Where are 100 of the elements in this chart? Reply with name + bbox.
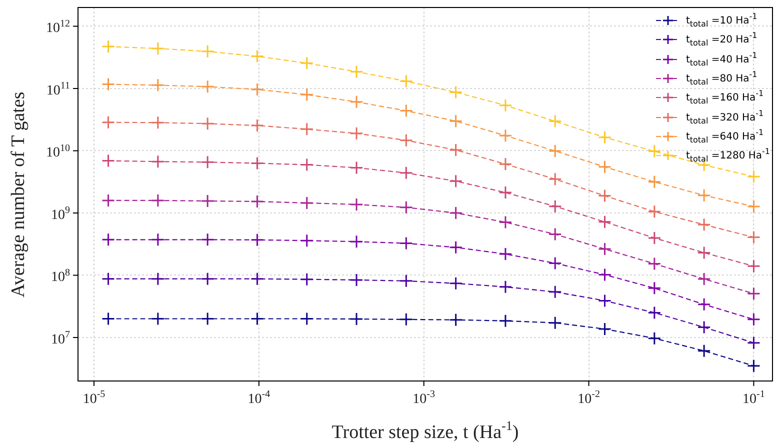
point xyxy=(746,359,760,373)
point xyxy=(598,242,612,256)
point xyxy=(746,230,760,244)
point xyxy=(200,44,214,58)
legend-label: t$_{total}$ =160 Ha$^{-1}$ xyxy=(686,88,764,108)
point xyxy=(300,122,314,136)
point xyxy=(697,188,711,202)
point xyxy=(548,316,562,330)
point xyxy=(697,218,711,232)
point xyxy=(300,88,314,102)
point xyxy=(449,276,463,290)
point xyxy=(399,74,413,88)
legend-label: t$_{total}$ =10 Ha$^{-1}$ xyxy=(686,11,758,30)
point xyxy=(746,286,760,300)
point xyxy=(449,206,463,220)
point xyxy=(151,312,165,326)
point xyxy=(598,160,612,174)
point xyxy=(102,194,116,208)
point xyxy=(350,95,364,109)
point xyxy=(449,114,463,128)
point xyxy=(648,175,662,189)
point xyxy=(648,332,662,346)
point xyxy=(449,240,463,254)
point xyxy=(598,215,612,229)
point xyxy=(498,98,512,112)
point xyxy=(300,234,314,248)
point xyxy=(697,246,711,260)
point xyxy=(697,298,711,312)
legend-label: t$_{total}$ =40 Ha$^{-1}$ xyxy=(686,50,758,69)
point xyxy=(598,322,612,336)
point xyxy=(350,234,364,248)
point xyxy=(250,156,264,170)
point xyxy=(300,272,314,286)
point xyxy=(151,194,165,208)
point xyxy=(449,174,463,188)
point xyxy=(350,64,364,78)
point xyxy=(697,320,711,334)
point xyxy=(697,272,711,286)
point xyxy=(548,114,562,128)
point xyxy=(151,42,165,56)
point xyxy=(746,312,760,326)
point xyxy=(449,143,463,157)
point xyxy=(746,336,760,350)
point xyxy=(102,154,116,168)
point xyxy=(200,194,214,208)
point xyxy=(250,233,264,247)
legend-label: t$_{total}$ =640 Ha$^{-1}$ xyxy=(686,126,764,146)
point xyxy=(746,200,760,214)
point xyxy=(151,78,165,92)
point xyxy=(151,272,165,286)
point xyxy=(648,256,662,270)
point xyxy=(399,236,413,250)
point xyxy=(102,272,116,286)
point xyxy=(350,273,364,287)
point xyxy=(250,272,264,286)
point xyxy=(548,228,562,242)
point xyxy=(200,232,214,246)
point xyxy=(200,155,214,169)
point xyxy=(300,196,314,210)
point xyxy=(746,170,760,184)
point xyxy=(648,204,662,218)
point xyxy=(250,194,264,208)
point xyxy=(548,256,562,270)
point xyxy=(598,294,612,308)
point xyxy=(399,274,413,288)
point xyxy=(498,128,512,142)
point xyxy=(498,157,512,171)
point xyxy=(300,158,314,172)
point xyxy=(548,172,562,186)
point xyxy=(250,50,264,64)
point xyxy=(300,312,314,326)
point xyxy=(498,186,512,200)
point xyxy=(399,104,413,118)
point xyxy=(598,130,612,144)
legend-label: t$_{total}$ =80 Ha$^{-1}$ xyxy=(686,68,758,88)
point xyxy=(498,216,512,229)
point xyxy=(151,116,165,130)
point xyxy=(250,82,264,96)
point xyxy=(548,144,562,158)
point xyxy=(300,56,314,70)
point xyxy=(250,312,264,326)
point xyxy=(151,154,165,168)
point xyxy=(102,40,116,54)
point xyxy=(548,285,562,299)
point xyxy=(102,312,116,326)
point xyxy=(648,281,662,295)
point xyxy=(648,144,662,158)
y-axis-title: Average number of T gates xyxy=(8,92,29,298)
point xyxy=(200,116,214,130)
point xyxy=(200,312,214,326)
point xyxy=(250,118,264,132)
point xyxy=(399,200,413,214)
point xyxy=(498,314,512,328)
point xyxy=(350,160,364,174)
point xyxy=(648,306,662,320)
point xyxy=(200,272,214,286)
point xyxy=(598,268,612,282)
point xyxy=(498,280,512,294)
point xyxy=(648,231,662,245)
point xyxy=(200,80,214,94)
